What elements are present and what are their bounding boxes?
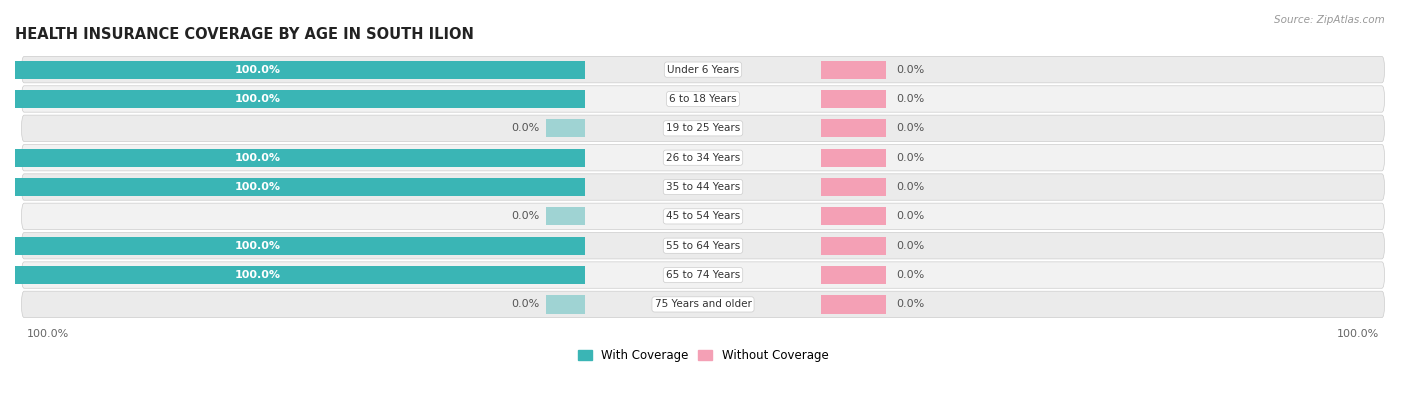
Text: 45 to 54 Years: 45 to 54 Years: [666, 211, 740, 221]
Bar: [821, 266, 886, 284]
Bar: [821, 237, 886, 255]
Text: Source: ZipAtlas.com: Source: ZipAtlas.com: [1274, 15, 1385, 24]
Text: 0.0%: 0.0%: [510, 299, 538, 310]
Text: 0.0%: 0.0%: [896, 241, 925, 251]
Bar: [0, 90, 585, 108]
Bar: [821, 61, 886, 79]
Bar: [546, 119, 585, 137]
Text: 100.0%: 100.0%: [235, 65, 280, 75]
Bar: [546, 207, 585, 225]
Text: Under 6 Years: Under 6 Years: [666, 65, 740, 75]
FancyBboxPatch shape: [21, 291, 1385, 317]
Bar: [821, 149, 886, 167]
Text: 26 to 34 Years: 26 to 34 Years: [666, 153, 740, 163]
Legend: With Coverage, Without Coverage: With Coverage, Without Coverage: [572, 344, 834, 367]
Text: 0.0%: 0.0%: [896, 182, 925, 192]
FancyBboxPatch shape: [21, 86, 1385, 112]
FancyBboxPatch shape: [21, 232, 1385, 259]
Text: 75 Years and older: 75 Years and older: [655, 299, 751, 310]
Text: 0.0%: 0.0%: [896, 123, 925, 133]
Text: 55 to 64 Years: 55 to 64 Years: [666, 241, 740, 251]
FancyBboxPatch shape: [21, 203, 1385, 229]
Text: 6 to 18 Years: 6 to 18 Years: [669, 94, 737, 104]
Text: HEALTH INSURANCE COVERAGE BY AGE IN SOUTH ILION: HEALTH INSURANCE COVERAGE BY AGE IN SOUT…: [15, 27, 474, 42]
Bar: [821, 178, 886, 196]
Text: 100.0%: 100.0%: [235, 270, 280, 280]
Text: 0.0%: 0.0%: [896, 270, 925, 280]
Bar: [0, 237, 585, 255]
FancyBboxPatch shape: [21, 262, 1385, 288]
FancyBboxPatch shape: [21, 174, 1385, 200]
Bar: [821, 295, 886, 313]
Text: 0.0%: 0.0%: [896, 65, 925, 75]
FancyBboxPatch shape: [21, 144, 1385, 171]
FancyBboxPatch shape: [21, 56, 1385, 83]
Text: 0.0%: 0.0%: [510, 211, 538, 221]
Text: 100.0%: 100.0%: [235, 241, 280, 251]
Bar: [546, 295, 585, 313]
FancyBboxPatch shape: [21, 115, 1385, 142]
Text: 100.0%: 100.0%: [235, 94, 280, 104]
Bar: [0, 178, 585, 196]
Bar: [821, 119, 886, 137]
Text: 100.0%: 100.0%: [235, 182, 280, 192]
Text: 0.0%: 0.0%: [510, 123, 538, 133]
Text: 65 to 74 Years: 65 to 74 Years: [666, 270, 740, 280]
Text: 0.0%: 0.0%: [896, 153, 925, 163]
Bar: [0, 266, 585, 284]
Text: 19 to 25 Years: 19 to 25 Years: [666, 123, 740, 133]
Bar: [0, 149, 585, 167]
Text: 35 to 44 Years: 35 to 44 Years: [666, 182, 740, 192]
Text: 0.0%: 0.0%: [896, 299, 925, 310]
Bar: [0, 61, 585, 79]
Text: 0.0%: 0.0%: [896, 94, 925, 104]
Text: 100.0%: 100.0%: [235, 153, 280, 163]
Text: 0.0%: 0.0%: [896, 211, 925, 221]
Bar: [821, 90, 886, 108]
Bar: [821, 207, 886, 225]
